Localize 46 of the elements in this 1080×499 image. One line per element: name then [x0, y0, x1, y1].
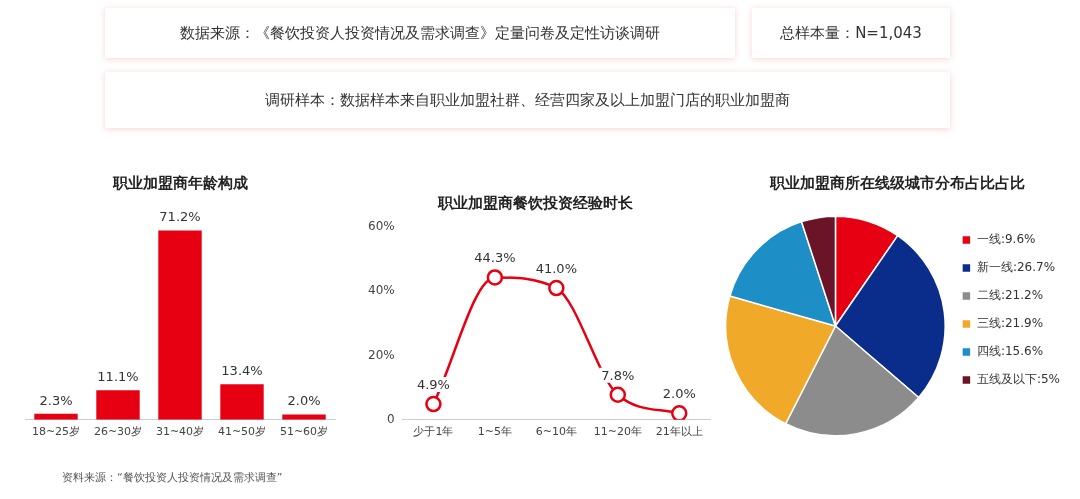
data-label: 2.0%	[662, 386, 696, 402]
y-tick-label: 20%	[368, 347, 395, 362]
data-label: 13.4%	[221, 363, 263, 379]
text: 资料来源：“餐饮投资人投资情况及需求调查”	[62, 470, 283, 485]
data-label: 41.0%	[535, 260, 577, 276]
data-label: 2.3%	[39, 392, 73, 408]
bar	[96, 390, 140, 420]
x-tick-label: 26~30岁	[93, 425, 143, 439]
y-tick-label: 40%	[368, 283, 395, 298]
x-tick-label: 少于1年	[413, 425, 454, 439]
data-label: 11.1%	[97, 369, 139, 385]
legend-label: 五线及以下:5%	[976, 372, 1061, 387]
chart-title: 职业加盟商年龄构成	[111, 173, 248, 192]
bar	[220, 384, 264, 420]
data-label: 7.8%	[601, 367, 635, 383]
point	[548, 279, 565, 297]
point	[486, 269, 504, 286]
bar	[282, 414, 326, 420]
point	[671, 405, 688, 420]
chart-title: 职业加盟商餐饮投资经验时长	[436, 193, 634, 212]
x-tick-label: 21年以上	[655, 425, 703, 439]
y-tick-label: 0	[387, 411, 395, 426]
x-tick-label: 11~20年	[593, 425, 642, 439]
x-tick-label: 51~60岁	[279, 425, 329, 439]
legend-label: 四线:15.6%	[976, 344, 1044, 359]
chart-title: 职业加盟商所在线级城市分布占比占比	[769, 173, 1025, 192]
x-tick-label: 6~10年	[535, 425, 577, 439]
point	[609, 386, 627, 403]
data-label: 2.0%	[287, 393, 321, 409]
text: 调研样本：数据样本来自职业加盟社群、经营四家及以上加盟门店的职业加盟商	[105, 72, 950, 128]
point	[425, 395, 442, 413]
source-note: 数据来源：《餐饮投资人投资情况及需求调查》定量问卷及定性访谈调研	[105, 8, 735, 58]
bar	[158, 230, 202, 420]
data-label: 71.2%	[159, 209, 201, 225]
y-tick-label: 60%	[368, 219, 395, 234]
x-tick-label: 1~5年	[477, 425, 512, 439]
legend-label: 新一线:26.7%	[976, 260, 1056, 275]
data-label: 4.9%	[416, 376, 450, 392]
x-tick-label: 18~25岁	[31, 425, 81, 439]
data-label: 44.3%	[474, 250, 516, 266]
text: 总样本量：N=1,043	[752, 8, 950, 58]
legend-label: 三线:21.9%	[976, 316, 1044, 331]
x-tick-label: 31~40岁	[155, 425, 205, 439]
legend-label: 二线:21.2%	[976, 288, 1044, 303]
x-tick-label: 41~50岁	[217, 425, 267, 439]
legend-label: 一线:9.6%	[976, 232, 1036, 247]
